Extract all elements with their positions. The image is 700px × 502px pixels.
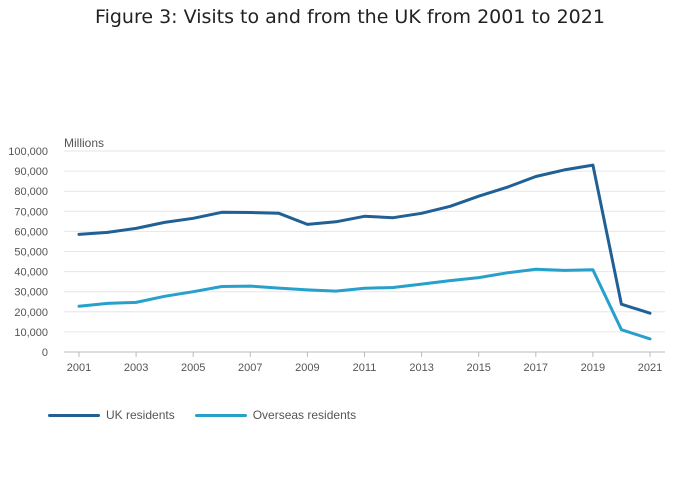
legend: UK residents Overseas residents (48, 408, 356, 422)
x-tick-label: 2011 (353, 362, 377, 374)
y-tick-label: 100,000 (8, 146, 48, 158)
legend-label: UK residents (106, 408, 175, 422)
y-tick-label: 40,000 (14, 267, 48, 279)
y-tick-label: 50,000 (14, 247, 48, 259)
gridlines (64, 150, 665, 353)
legend-swatch-overseas-residents (194, 413, 247, 417)
x-tick-label: 2013 (409, 362, 433, 374)
y-tick-label: 60,000 (14, 226, 48, 238)
line-chart: 0 10,000 20,000 30,000 40,000 50,000 60,000 70,… (8, 136, 665, 374)
series-line-overseas-residents (77, 267, 652, 341)
y-axis-label: Millions (64, 136, 104, 150)
series-line-uk-residents (77, 163, 652, 315)
chart-title: Figure 3: Visits to and from the UK from… (95, 6, 605, 28)
y-tick-label: 0 (42, 347, 48, 359)
series-lines (77, 163, 652, 341)
x-tick-label: 2009 (295, 362, 319, 374)
y-tick-label: 10,000 (14, 327, 48, 339)
x-tick-label: 2005 (181, 362, 205, 374)
legend-swatch-uk-residents (48, 413, 100, 417)
y-tick-label: 30,000 (14, 287, 48, 299)
x-tick-label: 2003 (124, 362, 148, 374)
legend-item-uk-residents[interactable]: UK residents (48, 408, 175, 422)
x-tick-label: 2021 (638, 362, 662, 374)
x-tick-label: 2007 (238, 362, 262, 374)
y-tick-label: 90,000 (14, 166, 48, 178)
y-tick-label: 20,000 (14, 307, 48, 319)
legend-label: Overseas residents (252, 408, 357, 422)
x-tick-label: 2019 (581, 362, 605, 374)
x-tick-label: 2015 (466, 362, 490, 374)
x-axis-ticks: 2001 2003 2005 2007 2009 2011 2013 2015 2017 2019… (67, 352, 662, 374)
x-tick-label: 2017 (524, 362, 548, 374)
y-axis-ticks: 0 10,000 20,000 30,000 40,000 50,000 60,000 70,… (8, 146, 48, 359)
x-tick-label: 2001 (67, 362, 91, 374)
y-tick-label: 70,000 (14, 206, 48, 218)
legend-item-overseas-residents[interactable]: Overseas residents (194, 408, 357, 422)
y-tick-label: 80,000 (14, 186, 48, 198)
